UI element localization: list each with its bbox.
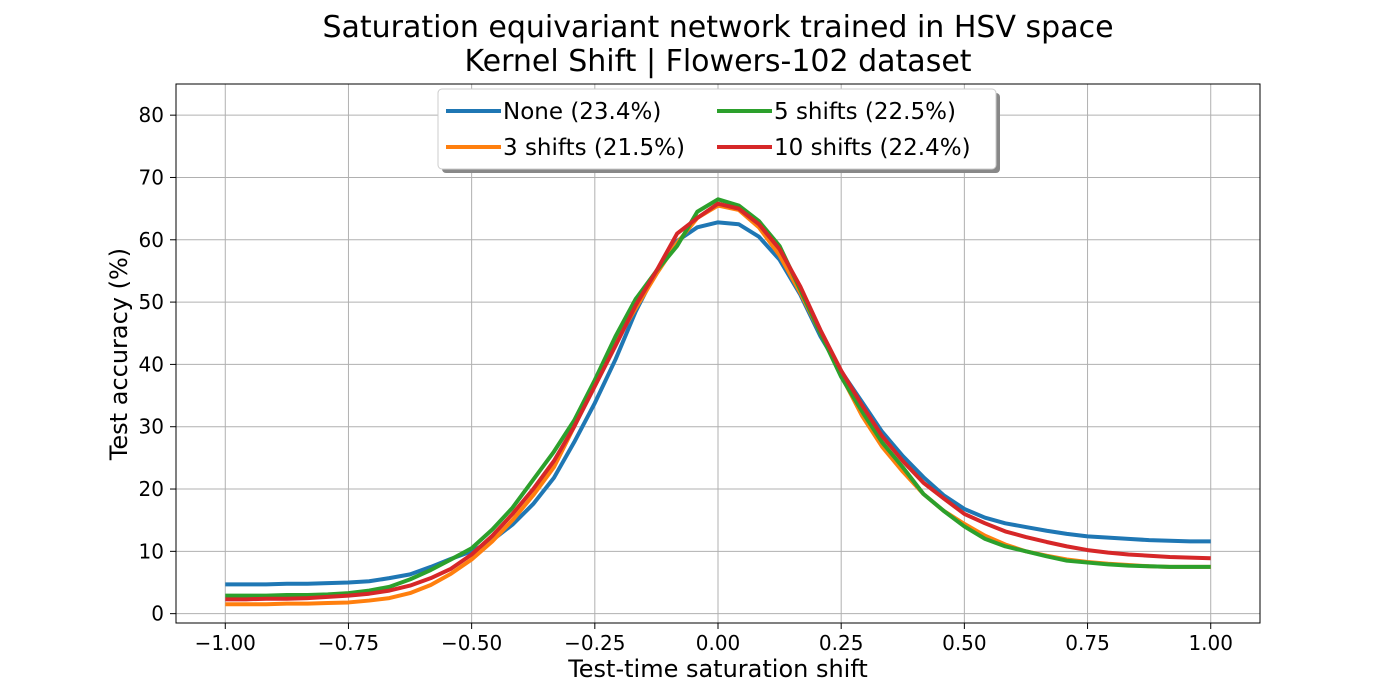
- legend-label-2: 3 shifts (21.5%): [503, 135, 685, 161]
- legend-label-1: None (23.4%): [503, 99, 661, 125]
- x-tick-label: −0.25: [564, 631, 625, 655]
- series-line-3: [225, 197, 1211, 598]
- y-tick-label: 40: [139, 352, 164, 376]
- series-line-1: [225, 220, 1211, 587]
- legend: None (23.4%) 3 shifts (21.5%) 5 shifts (22…: [437, 88, 1000, 173]
- legend-box: [437, 88, 997, 170]
- y-tick-label: 70: [139, 165, 164, 189]
- plot-frame: [175, 83, 1261, 624]
- x-tick-label: −0.50: [441, 631, 502, 655]
- series-lines: [225, 197, 1211, 607]
- y-tick-label: 50: [139, 290, 164, 314]
- chart-subtitle: Kernel Shift | Flowers-102 dataset: [464, 44, 971, 79]
- legend-label-4: 10 shifts (22.4%): [774, 135, 971, 161]
- y-tick-label: 0: [151, 602, 164, 626]
- x-axis-ticks: −1.00 −0.75 −0.50 −0.25 0.00 0.25 0.50 0.75 1.00: [195, 623, 1233, 655]
- y-tick-label: 30: [139, 415, 164, 439]
- x-tick-label: −1.00: [195, 631, 256, 655]
- y-tick-label: 20: [139, 477, 164, 501]
- y-tick-label: 10: [139, 539, 164, 563]
- series-line-4: [225, 201, 1211, 602]
- x-tick-label: 0.25: [819, 631, 864, 655]
- legend-label-3: 5 shifts (22.5%): [774, 99, 956, 125]
- y-tick-label: 80: [139, 103, 164, 127]
- x-tick-label: 0.00: [696, 631, 741, 655]
- x-tick-label: 0.75: [1065, 631, 1110, 655]
- chart-title: Saturation equivariant network trained i…: [322, 10, 1113, 45]
- x-axis-label: Test-time saturation shift: [567, 655, 868, 683]
- y-tick-label: 60: [139, 228, 164, 252]
- x-tick-label: −0.75: [318, 631, 379, 655]
- y-axis-ticks: 0 10 20 30 40 50 60 70 80: [139, 103, 176, 626]
- x-tick-label: 1.00: [1188, 631, 1233, 655]
- y-axis-label: Test accuracy (%): [105, 248, 133, 461]
- x-tick-label: 0.50: [942, 631, 987, 655]
